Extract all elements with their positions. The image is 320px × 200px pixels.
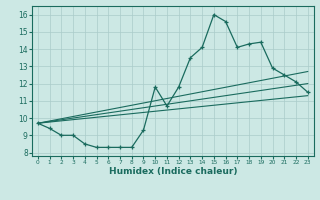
X-axis label: Humidex (Indice chaleur): Humidex (Indice chaleur) xyxy=(108,167,237,176)
